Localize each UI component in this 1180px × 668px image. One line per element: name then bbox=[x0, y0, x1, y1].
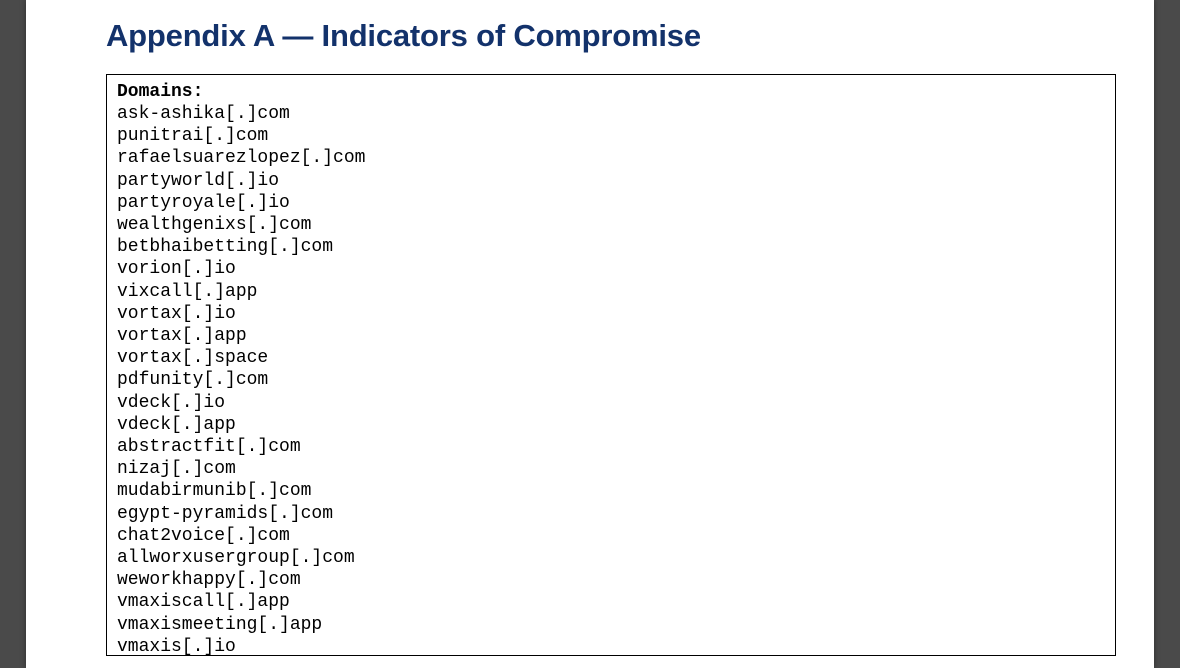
ioc-domain-line: allworxusergroup[.]com bbox=[117, 547, 1105, 569]
ioc-domain-line: rafaelsuarezlopez[.]com bbox=[117, 147, 1105, 169]
ioc-box: Domains: ask-ashika[.]compunitrai[.]comr… bbox=[106, 74, 1116, 656]
ioc-domain-line: wealthgenixs[.]com bbox=[117, 214, 1105, 236]
ioc-section-label: Domains: bbox=[117, 81, 1105, 103]
ioc-domain-line: abstractfit[.]com bbox=[117, 436, 1105, 458]
ioc-domain-line: vdeck[.]io bbox=[117, 392, 1105, 414]
ioc-domain-line: vortax[.]space bbox=[117, 347, 1105, 369]
ioc-domain-line: vortax[.]io bbox=[117, 303, 1105, 325]
ioc-domain-line: partyworld[.]io bbox=[117, 170, 1105, 192]
ioc-domain-line: vmaxismeeting[.]app bbox=[117, 614, 1105, 636]
ioc-domain-line: vmaxiscall[.]app bbox=[117, 591, 1105, 613]
ioc-domain-line: partyroyale[.]io bbox=[117, 192, 1105, 214]
ioc-domain-line: chat2voice[.]com bbox=[117, 525, 1105, 547]
appendix-heading: Appendix A — Indicators of Compromise bbox=[106, 18, 1154, 54]
ioc-domain-line: betbhaibetting[.]com bbox=[117, 236, 1105, 258]
ioc-domain-line: vmaxis[.]io bbox=[117, 636, 1105, 656]
ioc-domain-line: vorion[.]io bbox=[117, 258, 1105, 280]
ioc-domain-list: ask-ashika[.]compunitrai[.]comrafaelsuar… bbox=[117, 103, 1105, 656]
document-page: Appendix A — Indicators of Compromise Do… bbox=[26, 0, 1154, 668]
ioc-domain-line: ask-ashika[.]com bbox=[117, 103, 1105, 125]
ioc-domain-line: nizaj[.]com bbox=[117, 458, 1105, 480]
ioc-domain-line: mudabirmunib[.]com bbox=[117, 480, 1105, 502]
ioc-domain-line: pdfunity[.]com bbox=[117, 369, 1105, 391]
viewport: Appendix A — Indicators of Compromise Do… bbox=[0, 0, 1180, 668]
ioc-domain-line: vortax[.]app bbox=[117, 325, 1105, 347]
ioc-domain-line: vdeck[.]app bbox=[117, 414, 1105, 436]
ioc-domain-line: vixcall[.]app bbox=[117, 281, 1105, 303]
page-content: Appendix A — Indicators of Compromise Do… bbox=[26, 0, 1154, 656]
ioc-domain-line: punitrai[.]com bbox=[117, 125, 1105, 147]
ioc-domain-line: egypt-pyramids[.]com bbox=[117, 503, 1105, 525]
ioc-domain-line: weworkhappy[.]com bbox=[117, 569, 1105, 591]
